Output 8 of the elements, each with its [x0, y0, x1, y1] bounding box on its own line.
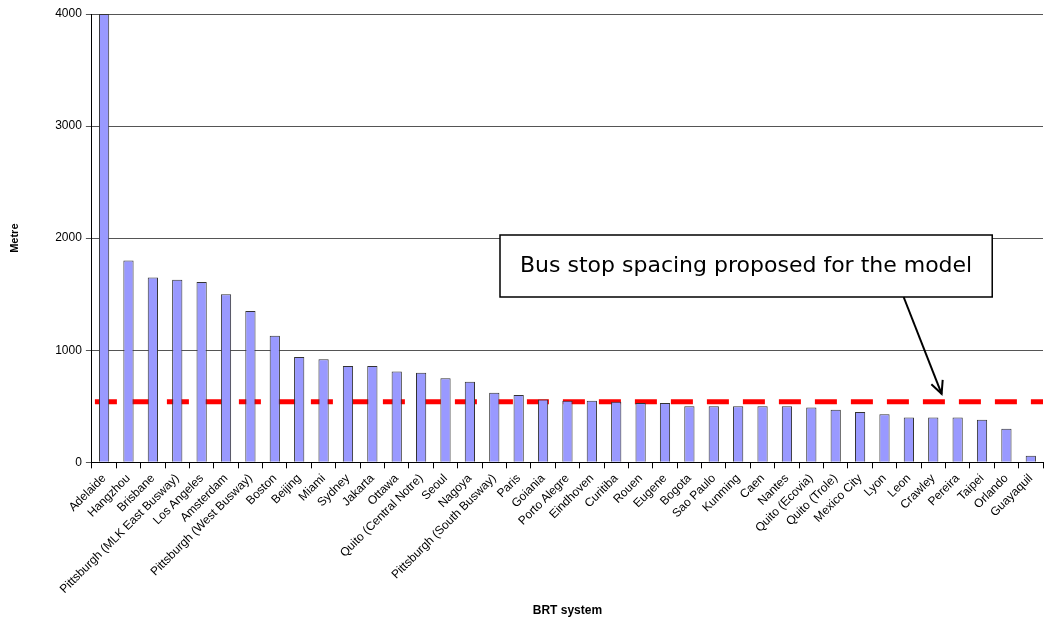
- ref-line-label: Bus stop spacing proposed for the model: [520, 251, 973, 277]
- y-tick-label: 3000: [55, 118, 83, 133]
- y-tick-label: 0: [75, 454, 83, 469]
- y-tick-label: 4000: [55, 6, 83, 21]
- y-tick-label: 1000: [55, 342, 83, 357]
- y-tick-label: 2000: [55, 230, 83, 245]
- y-axis-title: Metre: [7, 223, 20, 253]
- x-axis-title: BRT system: [532, 603, 603, 618]
